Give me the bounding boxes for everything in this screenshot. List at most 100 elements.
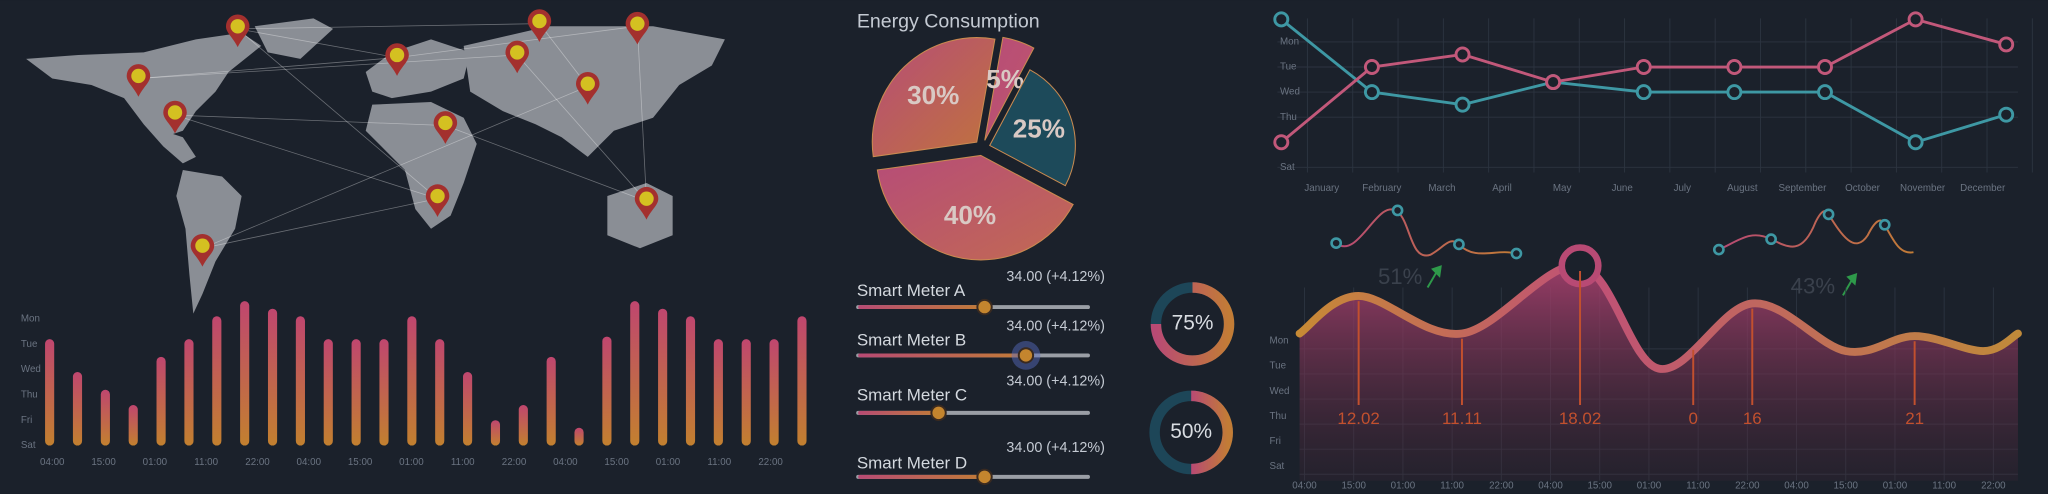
bar <box>658 308 668 446</box>
y-tick-label: Thu <box>21 389 38 400</box>
x-tick-label: 04:00 <box>1538 481 1563 492</box>
line-point <box>1273 11 1290 28</box>
x-tick-label: 22:00 <box>245 457 270 468</box>
pin-center <box>167 105 183 120</box>
meter-label: Smart Meter B <box>857 331 966 350</box>
y-tick-label: Sat <box>21 440 36 451</box>
y-tick-label: Mon <box>1270 336 1289 347</box>
x-tick-label: 01:00 <box>656 457 681 468</box>
line-point <box>1817 84 1833 101</box>
pin-center <box>580 76 595 91</box>
annotation-label: 0 <box>1688 409 1697 428</box>
pie-slice <box>876 154 1074 261</box>
route-line <box>237 28 438 199</box>
x-tick-label: 04:00 <box>297 457 322 468</box>
meter-reading: 34.00 (+4.12%) <box>1006 373 1105 389</box>
y-tick-label: Thu <box>1270 411 1287 422</box>
x-tick-label: 11:00 <box>1686 481 1710 492</box>
x-tick-label: 04:00 <box>1784 481 1809 492</box>
line-point <box>1273 134 1290 151</box>
bar <box>463 372 473 446</box>
line-point <box>1726 59 1743 75</box>
annotation-label: 11.11 <box>1442 409 1482 428</box>
y-tick-label: Sat <box>1280 162 1295 173</box>
bar <box>518 404 528 446</box>
bar <box>602 336 612 446</box>
map-pins <box>126 9 659 267</box>
meter-reading: 34.00 (+4.12%) <box>1006 318 1105 334</box>
x-tick-label: 15:00 <box>348 457 373 468</box>
y-tick-label: Mon <box>1280 37 1299 48</box>
x-tick-label: 22:00 <box>1735 481 1760 492</box>
bar <box>379 339 389 446</box>
x-tick-label: 01:00 <box>399 457 424 468</box>
x-tick-label: 15:00 <box>1587 481 1612 492</box>
meter-knob <box>1017 347 1035 364</box>
route-line <box>174 114 438 200</box>
line-point <box>1635 59 1652 75</box>
callout: 51% <box>1378 264 1422 289</box>
x-tick-label: July <box>1674 183 1692 194</box>
bar <box>184 339 194 446</box>
meter-label: Smart Meter C <box>857 385 967 404</box>
x-tick-label: June <box>1612 183 1633 194</box>
meter-reading: 34.00 (+4.12%) <box>1006 269 1105 285</box>
bar <box>212 316 222 446</box>
route-line <box>138 54 518 79</box>
bar <box>769 339 779 446</box>
route-line <box>516 54 647 202</box>
y-tick-label: Fri <box>21 415 32 426</box>
pie-slice <box>988 69 1076 187</box>
bar <box>435 339 445 446</box>
pin-center <box>430 188 445 204</box>
bar <box>351 339 361 446</box>
meter-label: Smart Meter D <box>857 453 967 472</box>
pin-center <box>438 115 453 131</box>
x-tick-label: 11:00 <box>1440 481 1464 492</box>
x-tick-label: 01:00 <box>1391 481 1416 492</box>
donut-arc <box>1190 390 1233 475</box>
x-tick-label: 01:00 <box>1883 481 1908 492</box>
line-point <box>1907 11 1924 28</box>
x-tick-label: September <box>1779 183 1828 194</box>
bar <box>630 301 640 446</box>
annotation-label: 16 <box>1743 409 1762 428</box>
meter-reading: 34.00 (+4.12%) <box>1006 440 1105 456</box>
bar <box>741 339 751 446</box>
line-point <box>1635 84 1652 101</box>
pie-label: 5% <box>986 64 1024 94</box>
pie-label: 25% <box>1013 113 1065 143</box>
bar <box>45 339 55 446</box>
x-tick-label: 15:00 <box>91 457 116 468</box>
x-tick-label: November <box>1900 183 1946 194</box>
bar <box>407 316 417 446</box>
bar <box>574 427 584 446</box>
x-tick-label: 15:00 <box>1341 481 1366 492</box>
route-line <box>237 23 540 30</box>
line-point <box>1454 96 1471 113</box>
bar <box>323 339 333 446</box>
bar <box>128 404 138 446</box>
annotation-label: 12.02 <box>1337 409 1379 428</box>
x-tick-label: January <box>1304 183 1339 194</box>
x-tick-label: 15:00 <box>1834 481 1859 492</box>
pie-label: 30% <box>907 80 959 110</box>
x-tick-label: April <box>1492 183 1512 194</box>
route-line <box>237 28 398 58</box>
area-line <box>1295 261 2022 373</box>
line-point <box>1907 134 1924 151</box>
y-tick-label: Thu <box>1280 112 1297 123</box>
bar <box>797 316 807 446</box>
donut-label: 50% <box>1170 420 1212 443</box>
bar <box>546 356 556 446</box>
meter-fill <box>858 353 1026 358</box>
x-tick-label: October <box>1845 183 1881 194</box>
bar <box>156 356 166 446</box>
line-point <box>1998 106 2015 123</box>
pie-slice <box>871 37 996 158</box>
x-tick-label: August <box>1727 183 1758 194</box>
pin-center <box>630 16 645 31</box>
meter-fill <box>858 305 985 310</box>
